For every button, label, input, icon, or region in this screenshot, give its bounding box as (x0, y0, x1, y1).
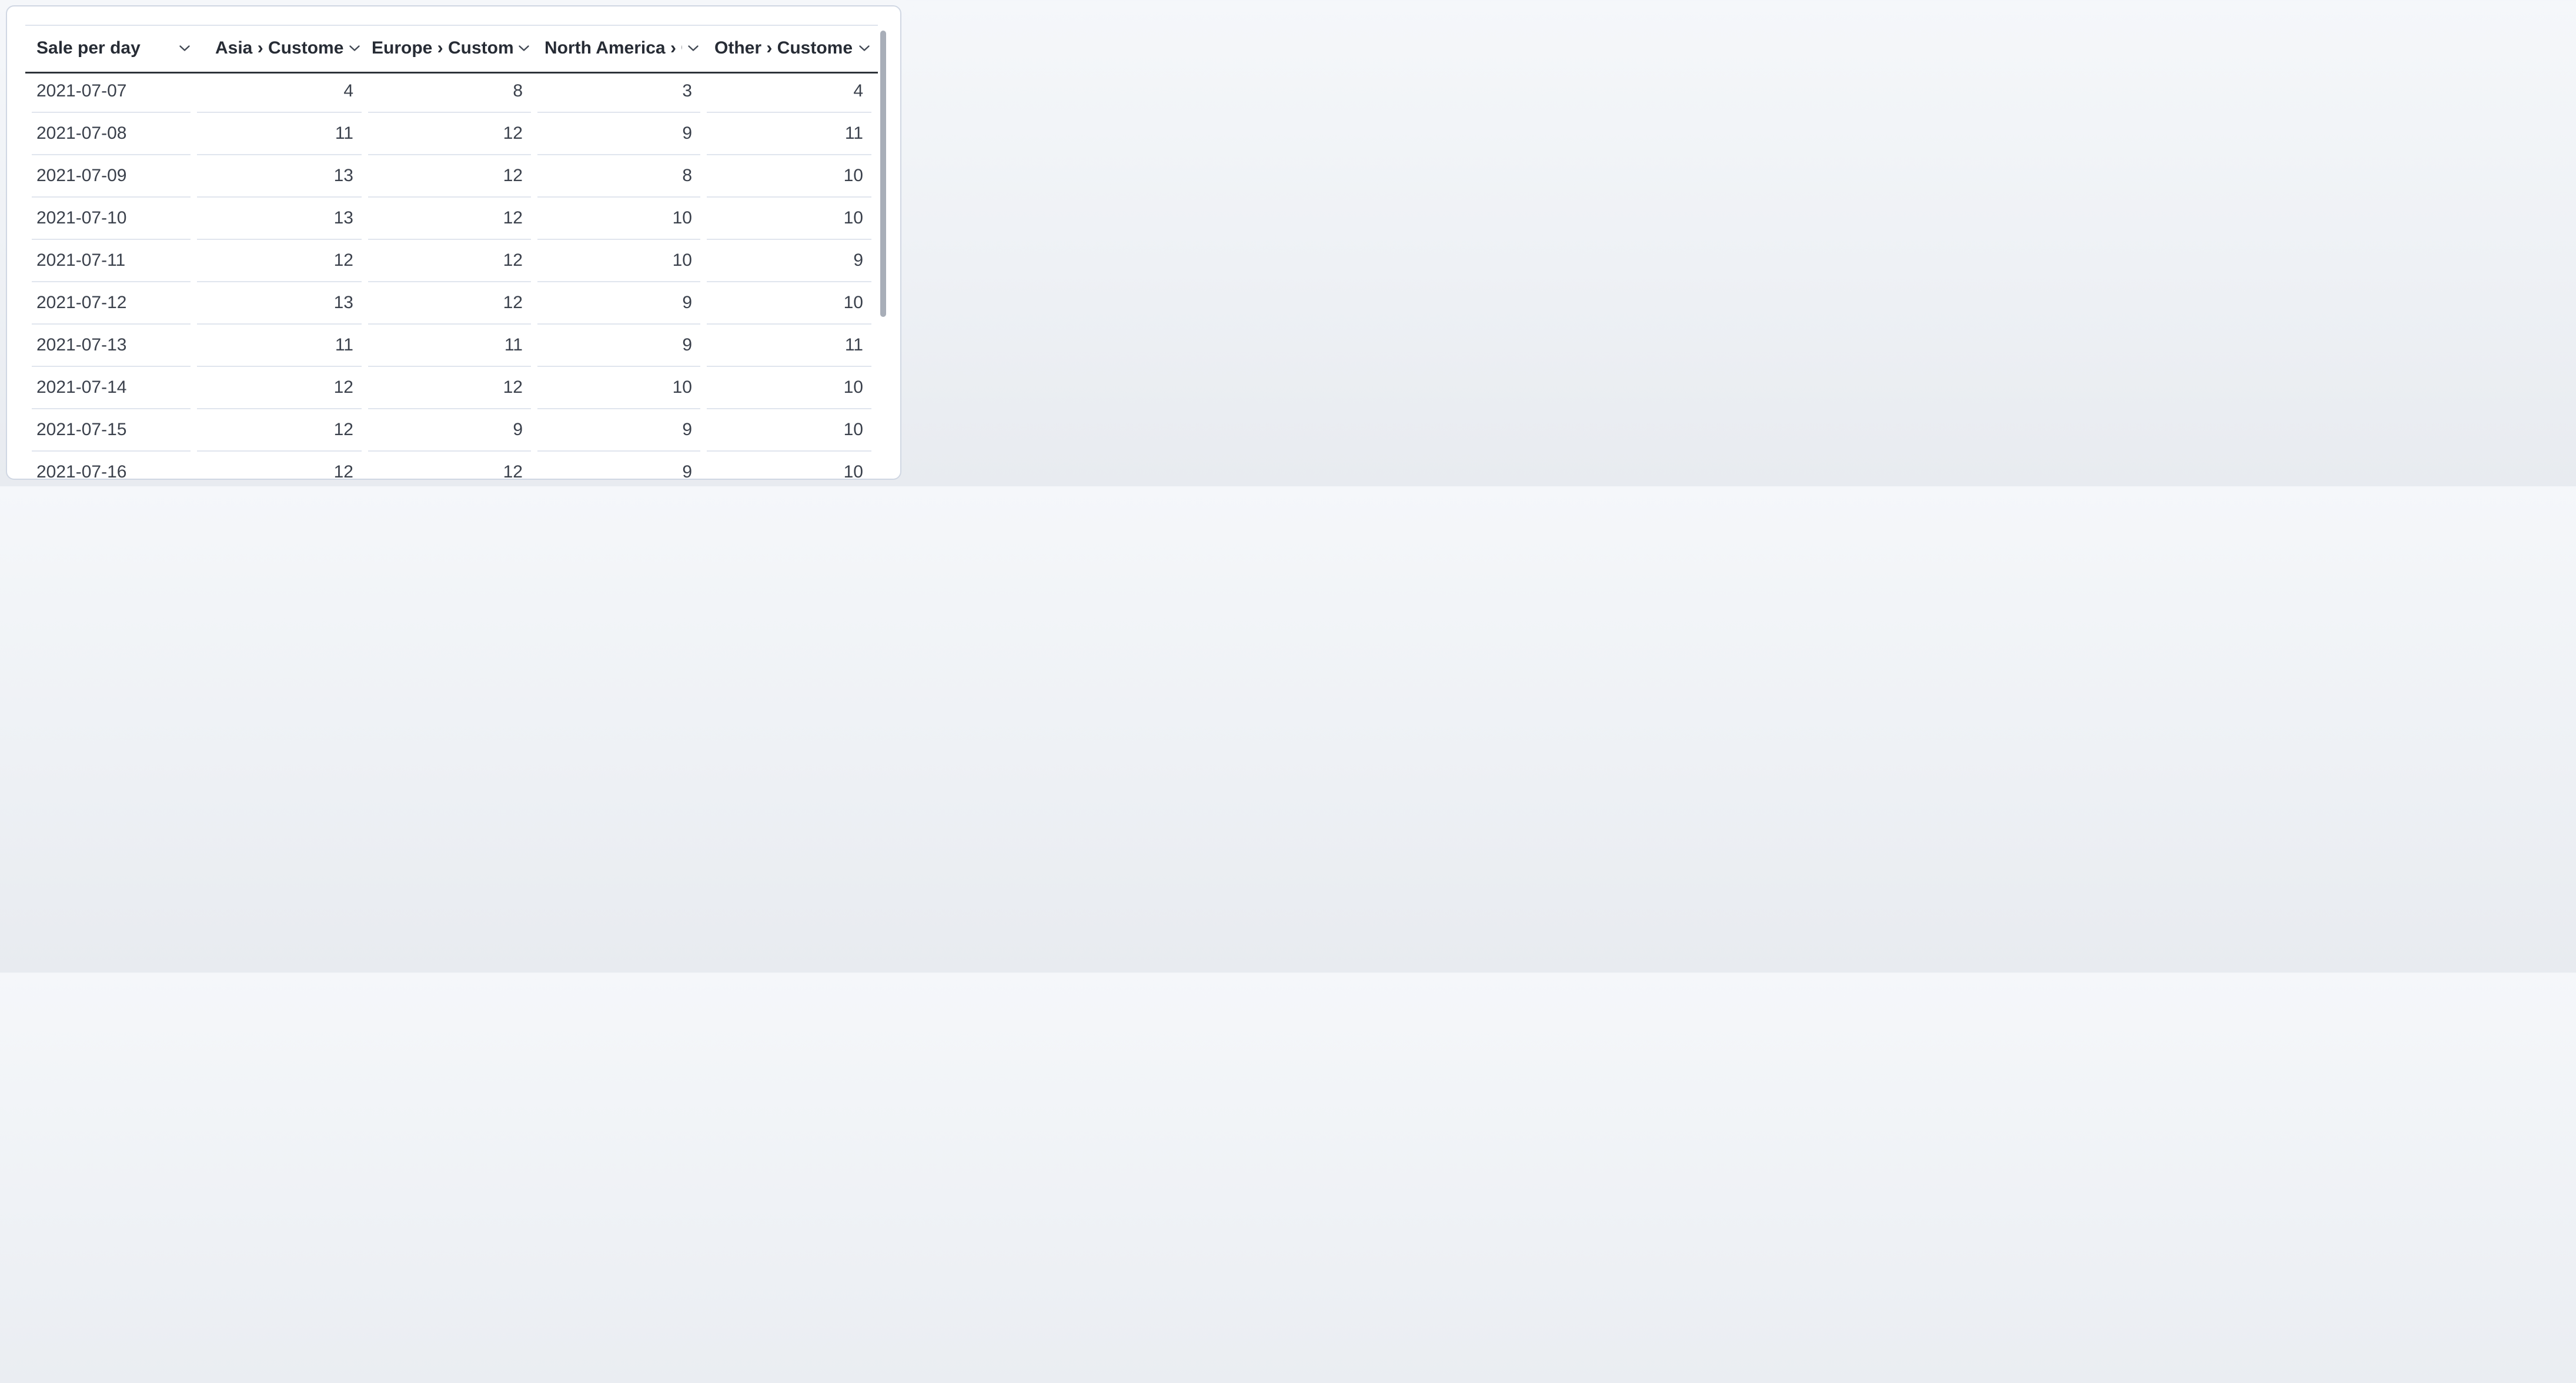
table-row: 2021-07-07 4 8 3 4 (32, 71, 871, 113)
cell-value[interactable]: 11 (707, 325, 871, 367)
cell-value[interactable]: 12 (368, 452, 531, 479)
cell-value[interactable]: 10 (707, 282, 871, 325)
column-header-europe-customers[interactable]: Europe › Customers (368, 26, 531, 71)
cell-value[interactable]: 12 (197, 452, 362, 479)
cell-value[interactable]: 12 (368, 155, 531, 198)
cell-value[interactable]: 12 (368, 240, 531, 282)
cell-value[interactable]: 10 (707, 367, 871, 409)
cell-date[interactable]: 2021-07-10 (32, 198, 191, 240)
cell-value[interactable]: 13 (197, 155, 362, 198)
column-header-label: Asia › Customers (215, 38, 343, 58)
cell-value[interactable]: 10 (707, 155, 871, 198)
table-container: Sale per day Asia › Customers (25, 25, 878, 479)
cell-value[interactable]: 13 (197, 198, 362, 240)
cell-value[interactable]: 12 (197, 240, 362, 282)
cell-value[interactable]: 12 (368, 282, 531, 325)
screenshot-stage: Sale per day Asia › Customers (0, 0, 906, 486)
chevron-down-icon[interactable] (518, 45, 530, 52)
table-card: Sale per day Asia › Customers (6, 5, 901, 480)
vertical-scrollbar-thumb[interactable] (880, 31, 886, 317)
cell-value[interactable]: 8 (368, 71, 531, 113)
table-row: 2021-07-12 13 12 9 10 (32, 282, 871, 325)
column-header-label: Other › Customers (714, 38, 853, 58)
cell-value[interactable]: 9 (537, 409, 700, 452)
chevron-down-icon[interactable] (179, 45, 191, 52)
cell-value[interactable]: 11 (707, 113, 871, 155)
column-header-label: North America › Customers (544, 38, 682, 58)
cell-date[interactable]: 2021-07-16 (32, 452, 191, 479)
cell-value[interactable]: 11 (197, 113, 362, 155)
column-header-north-america-customers[interactable]: North America › Customers (537, 26, 700, 71)
table-row: 2021-07-14 12 12 10 10 (32, 367, 871, 409)
cell-value[interactable]: 4 (707, 71, 871, 113)
cell-value[interactable]: 11 (197, 325, 362, 367)
cell-value[interactable]: 10 (537, 198, 700, 240)
cell-value[interactable]: 9 (537, 113, 700, 155)
cell-value[interactable]: 10 (537, 240, 700, 282)
column-header-asia-customers[interactable]: Asia › Customers (197, 26, 362, 71)
chevron-down-icon[interactable] (349, 45, 360, 52)
table-body: 2021-07-07 4 8 3 4 2021-07-08 11 12 9 11 (32, 71, 871, 479)
table-row: 2021-07-16 12 12 9 10 (32, 452, 871, 479)
cell-date[interactable]: 2021-07-13 (32, 325, 191, 367)
cell-value[interactable]: 9 (707, 240, 871, 282)
cell-date[interactable]: 2021-07-09 (32, 155, 191, 198)
cell-date[interactable]: 2021-07-14 (32, 367, 191, 409)
cell-value[interactable]: 12 (368, 367, 531, 409)
cell-value[interactable]: 12 (368, 113, 531, 155)
chevron-down-icon[interactable] (687, 45, 699, 52)
column-header-other-customers[interactable]: Other › Customers (707, 26, 871, 71)
cell-value[interactable]: 9 (368, 409, 531, 452)
cell-value[interactable]: 12 (197, 367, 362, 409)
column-header-label: Sale per day (36, 38, 141, 58)
cell-date[interactable]: 2021-07-11 (32, 240, 191, 282)
table-row: 2021-07-10 13 12 10 10 (32, 198, 871, 240)
cell-value[interactable]: 10 (707, 452, 871, 479)
cell-value[interactable]: 10 (707, 198, 871, 240)
cell-value[interactable]: 3 (537, 71, 700, 113)
table-row: 2021-07-09 13 12 8 10 (32, 155, 871, 198)
cell-value[interactable]: 4 (197, 71, 362, 113)
cell-date[interactable]: 2021-07-07 (32, 71, 191, 113)
data-table: Sale per day Asia › Customers (25, 26, 878, 479)
header-row: Sale per day Asia › Customers (32, 26, 871, 71)
cell-value[interactable]: 12 (368, 198, 531, 240)
cell-date[interactable]: 2021-07-12 (32, 282, 191, 325)
cell-value[interactable]: 13 (197, 282, 362, 325)
table-row: 2021-07-13 11 11 9 11 (32, 325, 871, 367)
table-row: 2021-07-08 11 12 9 11 (32, 113, 871, 155)
cell-value[interactable]: 9 (537, 282, 700, 325)
header-divider (25, 72, 878, 74)
table-row: 2021-07-11 12 12 10 9 (32, 240, 871, 282)
column-header-label: Europe › Customers (372, 38, 513, 58)
cell-value[interactable]: 11 (368, 325, 531, 367)
table-row: 2021-07-15 12 9 9 10 (32, 409, 871, 452)
cell-value[interactable]: 12 (197, 409, 362, 452)
cell-value[interactable]: 8 (537, 155, 700, 198)
cell-value[interactable]: 9 (537, 452, 700, 479)
cell-value[interactable]: 10 (537, 367, 700, 409)
cell-value[interactable]: 9 (537, 325, 700, 367)
table-header: Sale per day Asia › Customers (32, 26, 871, 71)
column-header-sale-per-day[interactable]: Sale per day (32, 26, 191, 71)
cell-value[interactable]: 10 (707, 409, 871, 452)
cell-date[interactable]: 2021-07-08 (32, 113, 191, 155)
chevron-down-icon[interactable] (858, 45, 870, 52)
cell-date[interactable]: 2021-07-15 (32, 409, 191, 452)
